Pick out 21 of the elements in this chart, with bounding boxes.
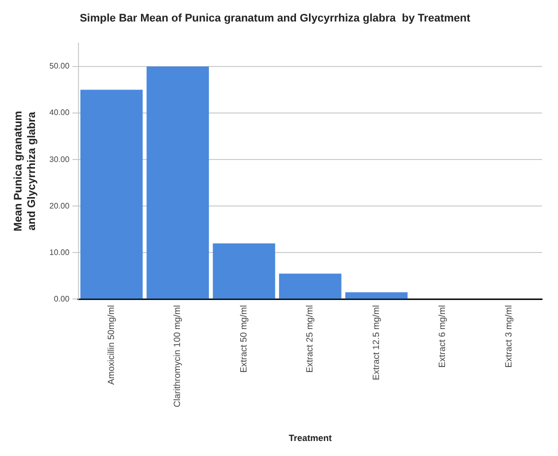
x-tick-label: Extract 6 mg/ml	[437, 305, 448, 368]
x-tick-label: Extract 12.5 mg/ml	[370, 305, 381, 380]
y-tick-label: 30.00	[49, 154, 70, 164]
bar	[146, 66, 209, 299]
y-axis-title: Mean Punica granatum and Glycyrrhiza glabra	[12, 110, 38, 232]
x-tick-label: Clarithromycin 100 mg/ml	[172, 305, 182, 408]
bar	[345, 292, 408, 299]
x-tick-label: Amoxicillin 50mg/ml	[106, 305, 116, 385]
y-tick-label: 10.00	[49, 248, 70, 257]
y-tick-label: 20.00	[49, 201, 70, 210]
x-axis-title: Treatment	[288, 433, 332, 444]
x-tick-label: Extract 3 mg/ml	[503, 305, 514, 368]
bar	[80, 90, 143, 299]
y-tick-label: 0.00	[54, 294, 70, 304]
x-tick-label: Extract 50 mg/ml	[238, 305, 248, 373]
chart-title: Simple Bar Mean of Punica granatum and Glycyrrhiza glabra by Treatment	[80, 12, 471, 25]
bar	[212, 243, 276, 299]
bar	[279, 274, 342, 299]
x-tick-label: Extract 25 mg/ml	[304, 305, 315, 373]
y-tick-label: 40.00	[49, 108, 70, 118]
y-tick-label: 50.00	[49, 62, 70, 71]
